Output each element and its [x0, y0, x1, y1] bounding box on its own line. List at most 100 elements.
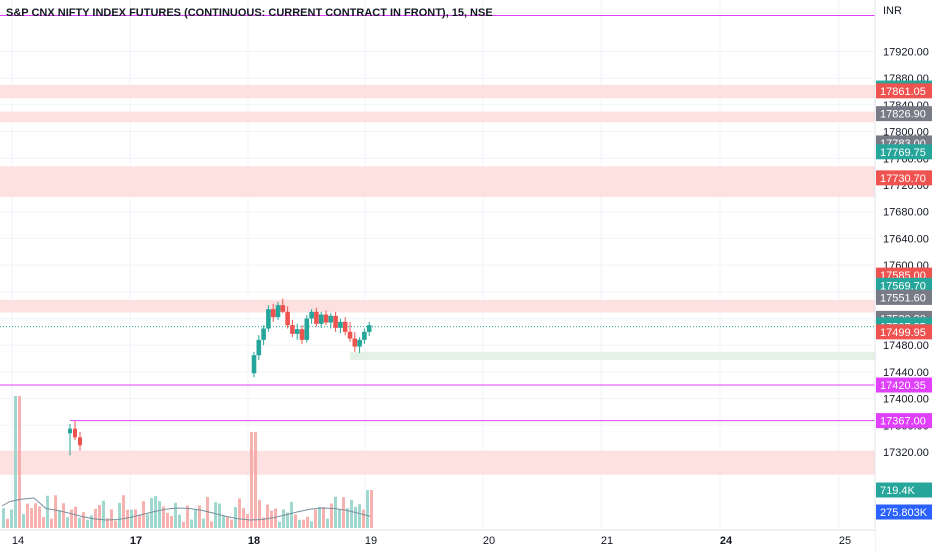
x-tick-label: 18 [248, 535, 260, 547]
volume-bar [6, 518, 9, 528]
candle-body [357, 339, 362, 347]
price-label-text: 275.803K [880, 507, 928, 519]
candle-body [294, 329, 300, 334]
volume-bar [194, 509, 197, 528]
price-label-text: 17367.00 [880, 416, 926, 428]
y-tick-label: 17680.00 [883, 207, 929, 219]
volume-bar [358, 504, 361, 528]
price-label: 17769.75 [876, 144, 932, 160]
volume-bar [90, 515, 93, 528]
candles [68, 298, 372, 456]
candle-body [318, 314, 324, 324]
volume-bar [122, 495, 125, 528]
volume-ma-line [1, 497, 371, 521]
volume-bar [106, 518, 109, 528]
volume-bar [330, 503, 333, 528]
price-label: 17861.05 [876, 83, 932, 99]
volume-bar [86, 519, 89, 528]
price-label-box [876, 170, 932, 186]
volume-bar [362, 509, 365, 528]
volume-bar [234, 506, 237, 528]
volume-bar [290, 501, 293, 528]
volume-bar [202, 518, 205, 528]
volume-bar [154, 496, 157, 528]
x-tick-label: 14 [12, 535, 24, 547]
price-label: 17826.90 [876, 106, 932, 122]
volume-bar [266, 504, 269, 528]
volume-bar [130, 509, 133, 528]
price-label-text: 17499.95 [880, 327, 926, 339]
volume-bar [326, 518, 329, 528]
volume-bar [74, 506, 77, 528]
candle-body [309, 311, 314, 319]
volume-bar [118, 502, 121, 528]
volume-bar [210, 521, 213, 528]
volume-bar [186, 505, 189, 528]
volume-bar [30, 508, 33, 528]
x-tick-label: 19 [365, 535, 377, 547]
volume-bar [66, 517, 69, 528]
volume-bar [42, 517, 45, 528]
volume-bar [138, 514, 141, 528]
candle-body [347, 331, 353, 339]
candle-body [280, 305, 286, 312]
volume-bar [242, 508, 245, 528]
volume-bar [278, 521, 281, 528]
y-tick-label: 17480.00 [883, 340, 929, 352]
volume-bar [50, 518, 53, 528]
volume-bar [298, 519, 301, 528]
volume-bar [178, 514, 181, 528]
chart-title: S&P CNX NIFTY INDEX FUTURES (CONTINUOUS:… [6, 7, 493, 19]
volume-bar [158, 501, 161, 528]
candle-body [328, 315, 334, 323]
candle-body [342, 321, 348, 332]
candle-body [304, 318, 310, 340]
x-tick-label: 20 [483, 535, 495, 547]
price-label-text: 17420.35 [880, 380, 926, 392]
candle-body [285, 311, 290, 326]
price-label-box [876, 83, 932, 99]
volume-bar [262, 517, 265, 528]
candle-body [256, 339, 262, 356]
candle-body [352, 338, 358, 347]
volume-bar [150, 497, 153, 528]
volume-bar [238, 498, 241, 528]
volume-bar [230, 519, 233, 528]
resistance-zone [0, 111, 875, 123]
x-tick-label: 24 [720, 535, 733, 547]
y-tick-label: 17320.00 [883, 447, 929, 459]
volume-bar [162, 506, 165, 528]
price-label-box [876, 377, 932, 393]
price-label-box [876, 482, 932, 498]
price-label: 17551.60 [876, 289, 932, 305]
candle-body [68, 428, 72, 434]
time-axis [0, 530, 875, 550]
volume-bar [226, 517, 229, 528]
price-label-box [876, 144, 932, 160]
y-tick-label: 17440.00 [883, 367, 929, 379]
volume-bar [258, 499, 261, 528]
price-label-text: 17551.60 [880, 292, 926, 304]
resistance-zone [0, 299, 875, 313]
candle-body [73, 428, 77, 438]
volume-bar [190, 519, 193, 528]
volume-bar [274, 508, 277, 528]
resistance-zone [0, 450, 875, 475]
candle-body [275, 305, 281, 318]
volume-bar [222, 515, 225, 528]
volume-bar [250, 432, 253, 528]
volume-bar [338, 509, 341, 528]
candle-body [362, 331, 367, 340]
price-label: 17569.70 [876, 277, 932, 293]
volume-bar [10, 509, 13, 528]
y-tick-label: 17640.00 [883, 233, 929, 245]
volume-bar [294, 514, 297, 528]
volume-bar [354, 506, 357, 528]
volume-bar [350, 499, 353, 528]
volume-bar [342, 497, 345, 528]
volume-bar [286, 512, 289, 528]
volume-bar [322, 507, 325, 528]
candle-body [299, 329, 305, 340]
